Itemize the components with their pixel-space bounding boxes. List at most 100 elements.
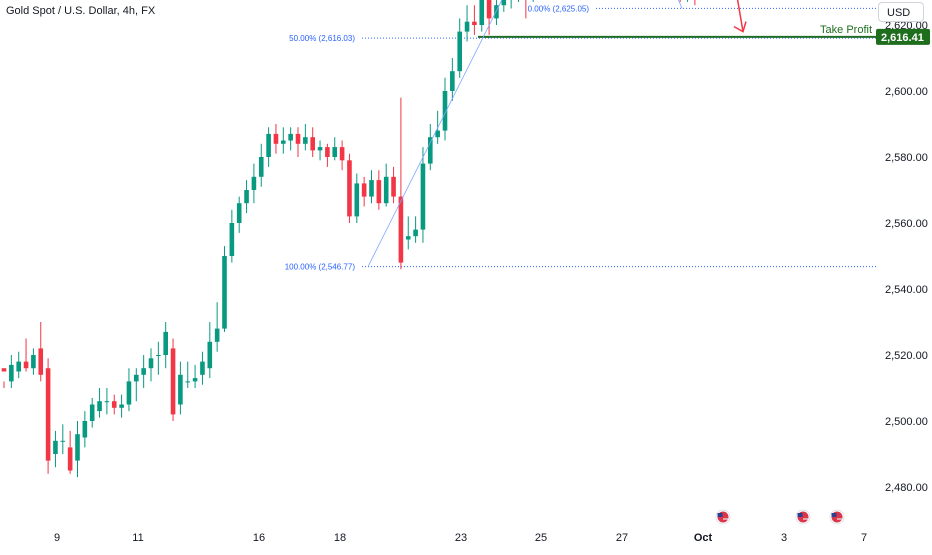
candle-body: [16, 361, 21, 372]
x-tick-label: 25: [535, 532, 547, 544]
fib-trend-line: [367, 0, 503, 267]
x-tick-label: 11: [132, 532, 143, 544]
candle-body: [361, 183, 367, 197]
candle-body: [486, 0, 492, 19]
candle-body: [266, 133, 271, 157]
x-tick-label: Oct: [694, 532, 713, 544]
candle-body: [383, 176, 389, 204]
candle-body: [288, 133, 293, 141]
candle-body: [347, 160, 352, 217]
candle-body: [104, 401, 110, 403]
candle-body: [126, 381, 132, 405]
candle-body: [413, 229, 418, 237]
candle-body: [405, 236, 411, 240]
candle-body: [442, 91, 448, 131]
us-flag-icon-canton: [831, 513, 837, 517]
y-tick-label: 2,580.00: [885, 152, 928, 164]
arrow-head: [733, 21, 747, 33]
candle-body: [97, 401, 102, 412]
candle-body: [156, 355, 161, 356]
fib-label: 100.00% (2,546.77): [285, 263, 356, 272]
fibonacci-levels: 0.00% (2,685.28)50.00% (2,616.03)100.00%…: [285, 4, 876, 272]
candle-body: [332, 147, 338, 157]
candle-body: [67, 447, 73, 471]
candle-body: [53, 440, 58, 454]
y-tick-label: 2,540.00: [885, 284, 928, 296]
candle-body: [428, 137, 433, 164]
candle-body: [200, 361, 205, 375]
x-tick-label: 27: [616, 532, 628, 544]
candle-body: [391, 176, 396, 197]
x-tick-label: 18: [334, 532, 346, 544]
candle-body: [178, 374, 183, 405]
price-axis: 2,480.00 2,500.00 2,520.00 2,540.00 2,560.00…: [876, 20, 930, 494]
candle-body: [369, 180, 374, 197]
us-flag-icon-canton: [797, 513, 803, 517]
candle-body: [295, 133, 301, 144]
candle-body: [354, 183, 360, 217]
price-tag-label: 2,616.41: [881, 32, 924, 44]
candle-body: [472, 21, 477, 25]
candle-body: [222, 256, 227, 329]
level-label: Take Profit: [820, 24, 872, 36]
candle-body: [111, 401, 117, 408]
candle-body: [1, 368, 7, 372]
y-tick-label: 2,520.00: [885, 350, 928, 362]
candle-body: [23, 361, 29, 369]
candle-body: [170, 348, 176, 415]
candle-body: [141, 368, 146, 375]
candle-body: [501, 0, 507, 6]
candle-body: [273, 133, 279, 144]
currency-button[interactable]: USD: [878, 2, 924, 22]
candle-body: [134, 374, 139, 382]
candle-body: [303, 137, 308, 144]
y-tick-label: 2,500.00: [885, 416, 928, 428]
x-tick-label: 3: [781, 532, 787, 544]
candle-body: [258, 157, 264, 177]
price-tag: [876, 28, 930, 45]
candle-body: [310, 137, 315, 151]
candle-body: [9, 364, 14, 382]
candle-body: [325, 147, 330, 157]
candle-body: [148, 358, 154, 369]
candle-body: [75, 434, 80, 461]
candle-body: [317, 147, 323, 151]
candle-body: [38, 348, 44, 375]
candle-body: [236, 203, 242, 223]
candle-body: [450, 71, 455, 91]
candle-body: [479, 0, 485, 26]
chart-title: Gold Spot / U.S. Dollar, 4h, FX: [6, 5, 156, 17]
drawings: [367, 0, 747, 267]
candle-body: [31, 355, 36, 369]
candle-body: [494, 5, 499, 19]
fib-label: 0.00% (2,625.05): [528, 4, 590, 13]
candle-body: [229, 223, 235, 256]
candle-body: [251, 176, 257, 190]
candle-body: [119, 404, 124, 408]
x-tick-label: 23: [455, 532, 467, 544]
fib-trend-line: [677, 0, 683, 9]
candle-body: [244, 190, 249, 204]
candle-body: [376, 180, 382, 204]
x-tick-label: 16: [253, 532, 265, 544]
candle-body: [214, 328, 220, 342]
candles: [1, 0, 696, 478]
candle-body: [435, 130, 440, 138]
candle-body: [398, 196, 404, 263]
candle-body: [60, 440, 66, 442]
arrow-shaft: [736, 0, 744, 32]
candle-body: [339, 147, 345, 161]
candle-body: [207, 341, 213, 369]
fib-label: 50.00% (2,616.03): [289, 34, 355, 43]
y-tick-label: 2,480.00: [885, 482, 928, 494]
candle-body: [192, 378, 198, 382]
candle-body: [281, 140, 286, 144]
candle-body: [457, 31, 462, 72]
candle-body: [163, 331, 168, 355]
x-tick-label: 7: [861, 532, 867, 544]
candle-body: [82, 421, 88, 438]
us-flag-icon-canton: [717, 513, 723, 517]
event-icons: [715, 509, 845, 525]
time-axis: 9 11 16 18 23 25 27 Oct 3 7: [54, 532, 867, 544]
